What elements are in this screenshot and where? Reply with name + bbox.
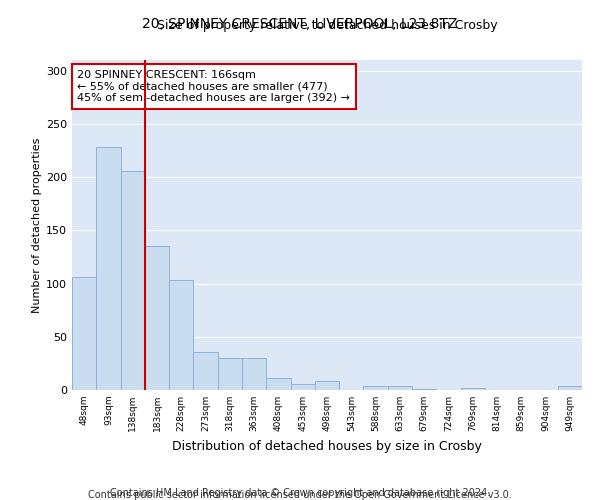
Y-axis label: Number of detached properties: Number of detached properties bbox=[32, 138, 42, 312]
Bar bbox=[121, 170, 145, 390]
Title: Size of property relative to detached houses in Crosby: Size of property relative to detached ho… bbox=[157, 20, 497, 32]
Text: 20 SPINNEY CRESCENT: 166sqm
← 55% of detached houses are smaller (477)
45% of se: 20 SPINNEY CRESCENT: 166sqm ← 55% of det… bbox=[77, 70, 350, 103]
Bar bbox=[72, 277, 96, 390]
Bar bbox=[461, 388, 485, 390]
X-axis label: Distribution of detached houses by size in Crosby: Distribution of detached houses by size … bbox=[172, 440, 482, 452]
Text: 20, SPINNEY CRESCENT, LIVERPOOL, L23 8TZ: 20, SPINNEY CRESCENT, LIVERPOOL, L23 8TZ bbox=[142, 18, 458, 32]
Text: Contains public sector information licensed under the Open Government Licence v3: Contains public sector information licen… bbox=[88, 490, 512, 500]
Bar bbox=[266, 378, 290, 390]
Text: Contains HM Land Registry data © Crown copyright and database right 2024.: Contains HM Land Registry data © Crown c… bbox=[110, 488, 490, 498]
Bar bbox=[242, 358, 266, 390]
Bar bbox=[96, 148, 121, 390]
Bar bbox=[364, 386, 388, 390]
Bar bbox=[388, 386, 412, 390]
Bar bbox=[412, 389, 436, 390]
Bar bbox=[218, 358, 242, 390]
Bar bbox=[169, 280, 193, 390]
Bar bbox=[315, 382, 339, 390]
Bar bbox=[558, 386, 582, 390]
Bar bbox=[145, 246, 169, 390]
Bar bbox=[290, 384, 315, 390]
Bar bbox=[193, 352, 218, 390]
